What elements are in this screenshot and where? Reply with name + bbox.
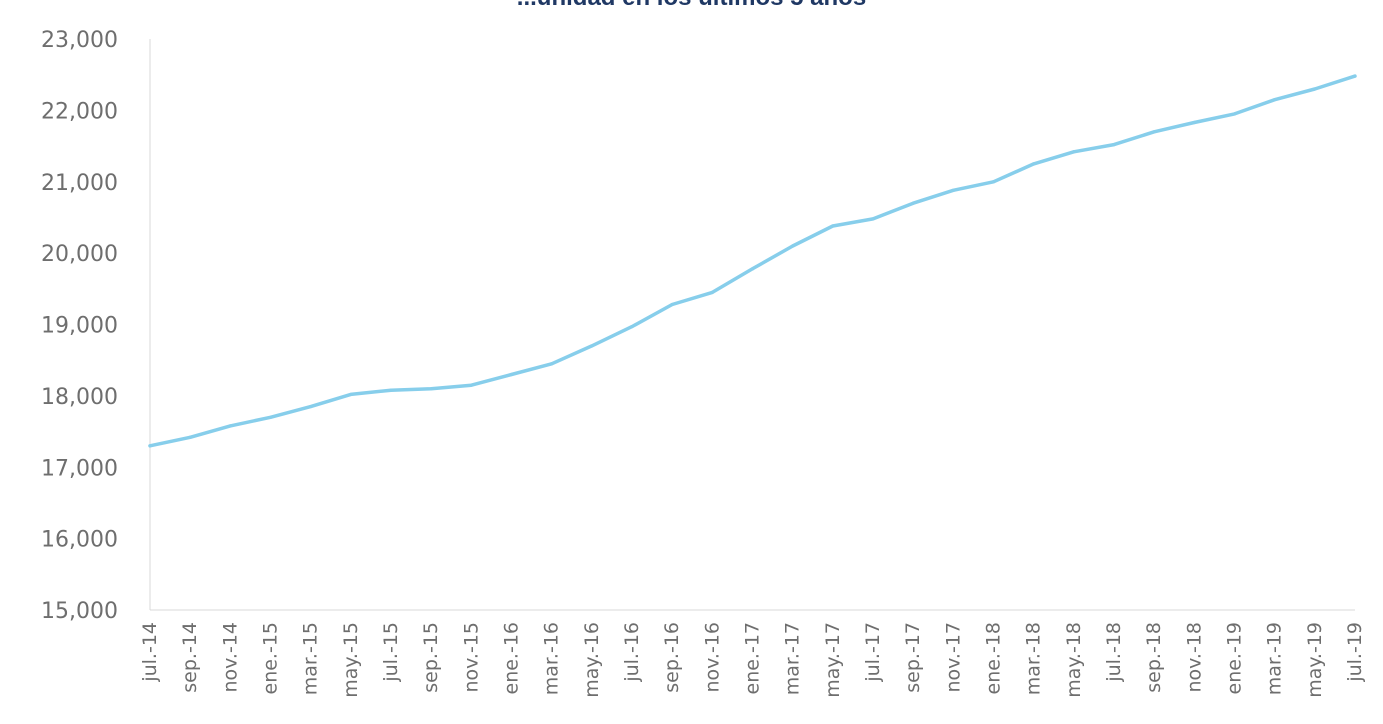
data-point xyxy=(831,224,835,228)
data-point xyxy=(951,188,955,192)
data-point xyxy=(1313,87,1317,91)
data-point xyxy=(871,217,875,221)
x-tick-label: ene.-19 xyxy=(1224,622,1246,695)
data-point xyxy=(148,444,152,448)
data-point xyxy=(630,325,634,329)
data-point xyxy=(1273,98,1277,102)
x-tick-label: nov.-16 xyxy=(701,622,723,693)
chart-title: ...unidad en los últimos 5 años xyxy=(0,0,1383,12)
x-tick-label: jul.-17 xyxy=(862,622,884,683)
x-tick-label: jul.-16 xyxy=(621,622,643,683)
x-tick-label: jul.-15 xyxy=(380,622,402,683)
x-tick-label: sep.-15 xyxy=(420,622,442,693)
x-tick-label: sep.-17 xyxy=(902,622,924,693)
x-tick-label: sep.-14 xyxy=(179,622,201,693)
x-tick-label: nov.-15 xyxy=(460,622,482,693)
y-tick-label: 21,000 xyxy=(41,171,118,196)
series-group xyxy=(148,74,1357,448)
data-point xyxy=(188,435,192,439)
y-tick-label: 15,000 xyxy=(41,599,118,624)
y-tick-label: 22,000 xyxy=(41,99,118,124)
data-point xyxy=(309,404,313,409)
y-tick-label: 17,000 xyxy=(41,456,118,481)
x-tick-label: may.-19 xyxy=(1304,622,1326,698)
x-tick-label: mar.-18 xyxy=(1023,622,1045,695)
x-tick-label: mar.-16 xyxy=(541,622,563,695)
data-point xyxy=(791,244,795,248)
data-point xyxy=(1192,120,1196,125)
x-tick-label: sep.-18 xyxy=(1143,622,1165,693)
x-tick-label: mar.-17 xyxy=(782,622,804,695)
x-tick-label: may.-18 xyxy=(1063,622,1085,698)
data-point xyxy=(268,415,273,419)
x-tick-label: may.-15 xyxy=(340,622,362,698)
x-tick-label: may.-17 xyxy=(822,622,844,698)
data-point xyxy=(1232,112,1237,116)
x-tick-label: jul.-18 xyxy=(1103,622,1125,683)
data-point xyxy=(349,392,353,397)
data-point xyxy=(1072,150,1076,154)
x-tick-label: nov.-17 xyxy=(942,622,964,693)
y-tick-label: 19,000 xyxy=(41,314,118,339)
data-point xyxy=(509,372,514,377)
data-point xyxy=(670,302,674,307)
data-point xyxy=(590,344,594,348)
data-point xyxy=(550,362,554,366)
x-tick-label: nov.-18 xyxy=(1183,622,1205,693)
x-tick-label: may.-16 xyxy=(581,622,603,698)
data-point xyxy=(1112,143,1116,147)
data-point xyxy=(1353,74,1357,78)
x-tick-label: ene.-18 xyxy=(983,622,1005,695)
x-tick-label: ene.-15 xyxy=(260,622,282,695)
x-tick-label: jul.-14 xyxy=(139,622,161,683)
data-point xyxy=(1152,130,1156,134)
series-line xyxy=(148,74,1357,448)
x-tick-label: jul.-19 xyxy=(1344,622,1366,683)
x-tick-label: mar.-19 xyxy=(1264,622,1286,695)
x-axis-ticks: jul.-14 sep.-14 nov.-14 ene.-15 mar.-15 may.-… xyxy=(139,622,1366,698)
data-point xyxy=(710,290,714,294)
y-tick-label: 16,000 xyxy=(41,528,118,553)
y-tick-label: 20,000 xyxy=(41,242,118,267)
y-tick-label: 18,000 xyxy=(41,385,118,410)
x-tick-label: ene.-17 xyxy=(742,622,764,695)
y-axis-ticks: 15,000 16,000 17,000 18,000 19,000 20,000 21,0… xyxy=(41,28,118,624)
x-tick-label: ene.-16 xyxy=(501,622,523,695)
axes xyxy=(149,39,1355,611)
data-point xyxy=(991,180,996,184)
data-point xyxy=(911,201,915,205)
data-point xyxy=(1032,162,1036,166)
x-tick-label: mar.-15 xyxy=(300,622,322,695)
x-tick-label: sep.-16 xyxy=(661,622,683,693)
x-tick-label: nov.-14 xyxy=(219,622,241,693)
data-point xyxy=(750,267,755,271)
y-tick-label: 23,000 xyxy=(41,28,118,53)
data-point xyxy=(228,424,232,428)
data-point xyxy=(389,388,393,392)
data-point xyxy=(429,387,433,391)
data-point xyxy=(469,383,473,387)
